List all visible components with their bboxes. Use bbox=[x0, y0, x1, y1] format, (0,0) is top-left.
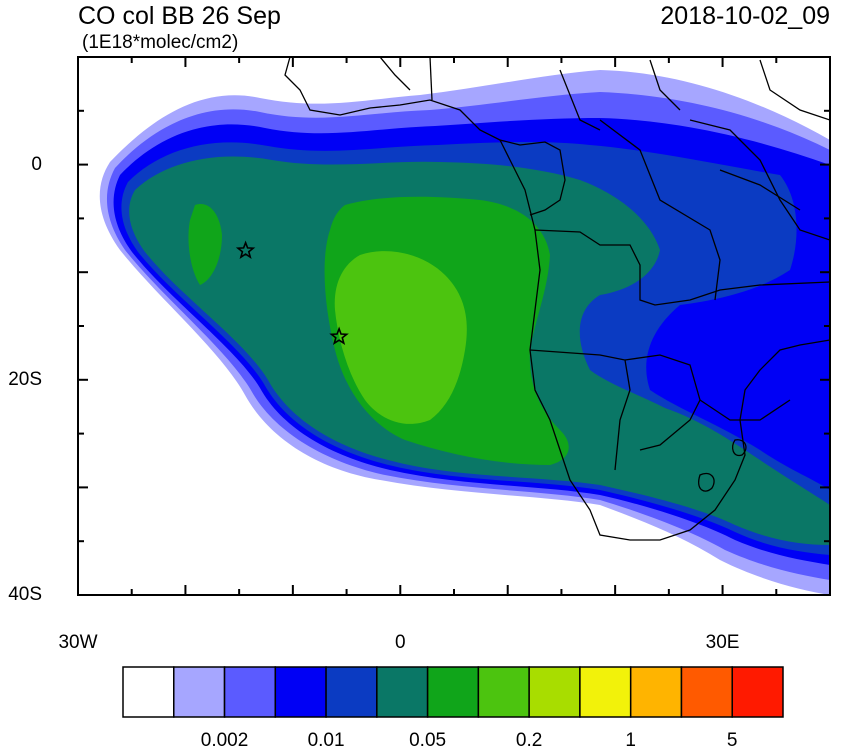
colorbar-swatch bbox=[325, 666, 378, 718]
site-markers bbox=[235, 240, 349, 345]
colorbar-swatch bbox=[274, 666, 327, 718]
lon-tick-label: 30W bbox=[58, 632, 98, 653]
datetime-label: 2018-10-02_09 bbox=[660, 2, 830, 30]
colorbar-label: 1 bbox=[625, 730, 636, 751]
lon-tick-label: 30E bbox=[705, 632, 740, 653]
colorbar-swatch bbox=[426, 666, 480, 718]
colorbar-swatch bbox=[528, 666, 581, 718]
axis-ticks bbox=[77, 56, 831, 596]
colorbar-label: 0.2 bbox=[515, 730, 543, 751]
colorbar bbox=[122, 666, 784, 718]
colorbar-swatch bbox=[731, 666, 784, 718]
colorbar-label: 0.01 bbox=[307, 730, 345, 751]
colorbar-swatch bbox=[173, 666, 226, 718]
colorbar-label: 0.002 bbox=[200, 730, 249, 751]
plume-level-7 bbox=[334, 251, 467, 424]
colorbar-label: 5 bbox=[726, 730, 738, 751]
lat-tick-label: 0 bbox=[31, 153, 42, 175]
colorbar-swatch bbox=[680, 666, 733, 718]
star-marker bbox=[329, 326, 349, 345]
plume-level-6b bbox=[188, 204, 222, 285]
units-label: (1E18*molec/cm2) bbox=[82, 32, 239, 53]
colorbar-swatch bbox=[477, 666, 530, 718]
star-marker bbox=[235, 240, 256, 260]
lat-tick-label: 40S bbox=[8, 584, 42, 605]
colorbar-label: 0.05 bbox=[409, 730, 447, 751]
lat-tick-label: 20S bbox=[8, 368, 42, 390]
colorbar-swatch bbox=[223, 666, 277, 718]
colorbar-swatch bbox=[629, 666, 683, 718]
country-borders bbox=[284, 57, 830, 541]
colorbar-swatch bbox=[376, 666, 429, 718]
colorbar-swatch bbox=[579, 666, 632, 718]
colorbar-swatch bbox=[122, 666, 175, 718]
lon-tick-label: 0 bbox=[394, 632, 406, 653]
map-title: CO col BB 26 Sep bbox=[78, 2, 281, 30]
plume-layers bbox=[99, 70, 830, 595]
